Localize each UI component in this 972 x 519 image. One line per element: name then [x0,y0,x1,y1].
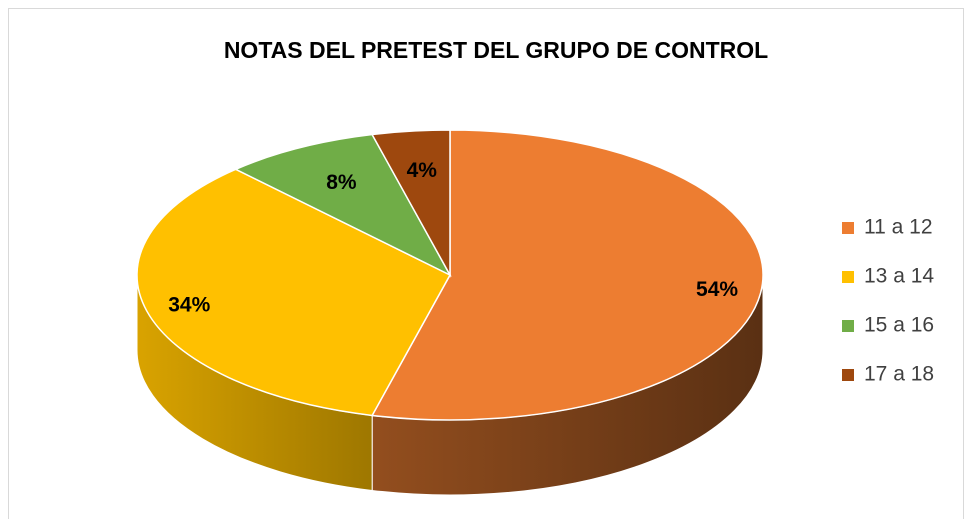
chart-title: NOTAS DEL PRETEST DEL GRUPO DE CONTROL [224,37,768,63]
legend-label: 15 a 16 [864,314,934,337]
slice [370,129,764,421]
legend-label: 13 a 14 [864,265,934,288]
legend-label: 17 a 18 [864,363,934,386]
data-label: 34% [168,294,210,317]
legend-swatch [842,369,854,381]
legend-swatch [842,271,854,283]
data-label: 4% [407,159,438,182]
slice [136,168,452,417]
data-label: 54% [696,278,738,301]
slice [370,129,451,278]
data-label: 8% [326,171,357,194]
legend-swatch [842,320,854,332]
slice [233,133,452,277]
legend-label: 11 a 12 [864,216,933,239]
legend-swatch [842,222,854,234]
